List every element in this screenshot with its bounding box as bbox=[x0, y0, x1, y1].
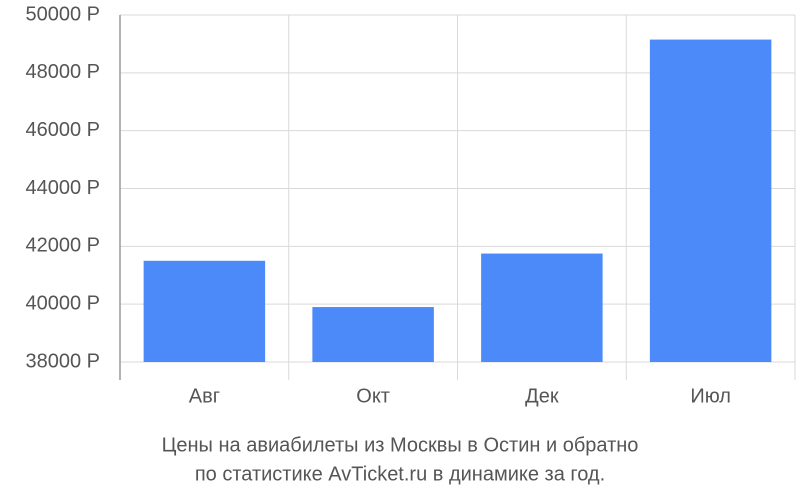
y-tick-label: 48000 Р bbox=[25, 61, 100, 83]
chart-title-line: Цены на авиабилеты из Москвы в Остин и о… bbox=[162, 434, 639, 456]
bar bbox=[312, 307, 434, 362]
bar bbox=[649, 39, 772, 363]
y-tick-label: 50000 Р bbox=[25, 3, 100, 25]
y-tick-label: 38000 Р bbox=[25, 350, 100, 372]
x-tick-label: Июл bbox=[690, 385, 731, 407]
bar bbox=[143, 260, 266, 362]
x-tick-label: Дек bbox=[525, 385, 559, 407]
x-tick-label: Окт bbox=[356, 385, 390, 407]
chart-title-line: по статистике AvTicket.ru в динамике за … bbox=[195, 463, 605, 485]
x-tick-label: Авг bbox=[189, 385, 220, 407]
y-tick-label: 46000 Р bbox=[25, 119, 100, 141]
bar bbox=[481, 253, 603, 362]
y-tick-label: 44000 Р bbox=[25, 177, 100, 199]
y-tick-label: 40000 Р bbox=[25, 292, 100, 314]
y-tick-label: 42000 Р bbox=[25, 235, 100, 257]
